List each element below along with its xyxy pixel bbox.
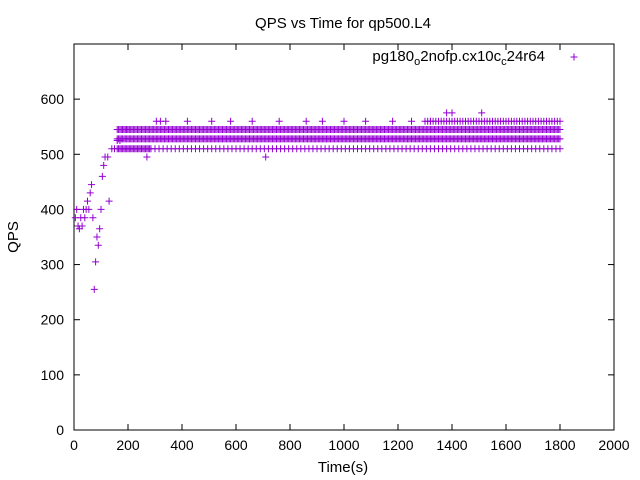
y-axis-label: QPS (5, 221, 22, 253)
x-tick-label: 800 (278, 437, 302, 453)
plot-frame (73, 43, 615, 431)
data-point (96, 225, 104, 233)
x-tick-label: 1200 (382, 437, 413, 453)
data-point (556, 135, 564, 143)
data-point (362, 117, 370, 125)
data-point (556, 125, 564, 133)
data-point (100, 161, 108, 169)
data-point (104, 153, 112, 161)
data-point (340, 117, 348, 125)
data-point (78, 222, 86, 230)
data-point (302, 117, 310, 125)
data-point (84, 197, 91, 205)
data-point (183, 117, 191, 125)
x-tick-label: 200 (116, 437, 140, 453)
data-point (85, 205, 93, 213)
legend-marker-symbol (570, 53, 578, 61)
legend-label: pg180o2nofp.cx10cc24r64 (372, 48, 545, 68)
x-tick-label: 1000 (328, 437, 359, 453)
data-point (143, 153, 151, 161)
data-point (262, 153, 270, 161)
x-tick-label: 1400 (436, 437, 467, 453)
data-point (105, 197, 113, 205)
data-point (93, 233, 101, 241)
y-tick-label: 100 (41, 367, 65, 383)
x-tick-label: 600 (224, 437, 248, 453)
data-point (448, 109, 456, 117)
x-tick-label: 1800 (544, 437, 575, 453)
data-point (275, 117, 283, 125)
data-point (556, 117, 564, 125)
data-point (94, 241, 102, 249)
data-point (98, 172, 106, 180)
x-axis-label: Time(s) (318, 459, 368, 476)
y-tick-label: 300 (41, 257, 65, 273)
y-axis: 0 100 200 300 400 500 600 (41, 91, 614, 438)
x-tick-label: 0 (70, 437, 78, 453)
data-point (92, 258, 100, 266)
y-tick-label: 600 (41, 91, 65, 107)
data-point (478, 109, 486, 117)
legend: pg180o2nofp.cx10cc24r64 (372, 48, 578, 68)
data-point (556, 145, 564, 153)
data-point (81, 214, 89, 222)
data-point (227, 117, 235, 125)
y-tick-label: 200 (41, 312, 65, 328)
y-tick-label: 400 (41, 201, 65, 217)
data-point (162, 117, 170, 125)
data-point (97, 205, 105, 213)
legend-marker (570, 53, 578, 61)
data-point (73, 205, 81, 213)
x-axis: 0 200 400 600 800 1000 1200 1400 1600 1800 2000 (70, 44, 630, 453)
data-point (389, 117, 397, 125)
data-point (408, 117, 415, 125)
chart-title: QPS vs Time for qp500.L4 (255, 15, 431, 32)
data-point (88, 181, 96, 189)
data-point (89, 214, 97, 222)
data-point (86, 189, 94, 197)
data-point (248, 117, 256, 125)
y-tick-label: 0 (56, 422, 64, 438)
x-tick-label: 1600 (490, 437, 521, 453)
series-points (71, 109, 564, 293)
x-tick-label: 400 (170, 437, 194, 453)
x-tick-label: 2000 (598, 437, 629, 453)
data-point (208, 117, 216, 125)
data-point (90, 285, 98, 293)
y-tick-label: 500 (41, 146, 65, 162)
data-point (318, 117, 326, 125)
